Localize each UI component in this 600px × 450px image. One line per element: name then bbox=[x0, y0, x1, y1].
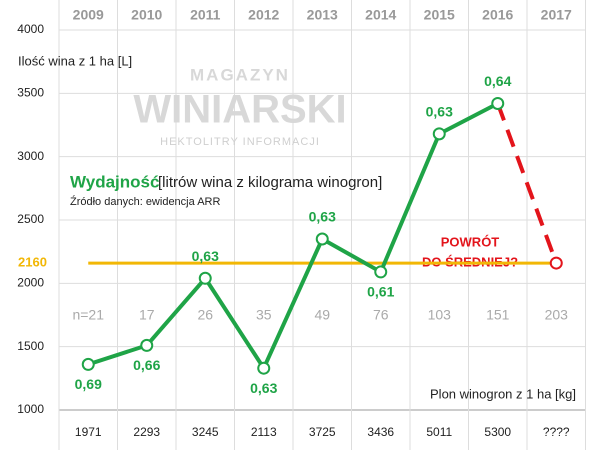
y-tick-label: 1500 bbox=[17, 339, 44, 353]
watermark: HEKTOLITRY INFORMACJI bbox=[160, 136, 320, 148]
data-point bbox=[432, 127, 446, 141]
data-point bbox=[491, 96, 505, 110]
y-tick-label: 2500 bbox=[17, 212, 44, 226]
annotation: POWRÓT bbox=[441, 234, 500, 249]
data-label: 0,61 bbox=[367, 284, 394, 300]
source: Źródło danych: ewidencja ARR bbox=[70, 195, 220, 208]
data-label: 0,63 bbox=[250, 380, 277, 396]
data-point bbox=[81, 357, 95, 371]
reference-label: 2160 bbox=[18, 255, 47, 270]
sample-size: 151 bbox=[486, 307, 510, 323]
sample-size: 49 bbox=[314, 307, 330, 323]
data-label: 0,66 bbox=[133, 357, 160, 373]
sample-size: 103 bbox=[428, 307, 452, 323]
x-tick-label: 2011 bbox=[190, 7, 221, 23]
data-point bbox=[257, 361, 271, 375]
watermark: MAGAZYN bbox=[190, 65, 290, 84]
watermark: WINIARSKI bbox=[133, 88, 346, 132]
subtitle: Wydajność bbox=[70, 172, 159, 191]
data-label: 0,63 bbox=[192, 248, 219, 264]
sample-size: 76 bbox=[373, 307, 389, 323]
x-axis-label: Plon winogron z 1 ha [kg] bbox=[430, 386, 576, 401]
data-point bbox=[315, 232, 329, 246]
y-tick-label: 2000 bbox=[17, 276, 44, 290]
data-label: 0,69 bbox=[75, 376, 102, 392]
data-label: 0,63 bbox=[426, 104, 453, 120]
harvest-label: 3245 bbox=[192, 425, 219, 439]
y-tick-label: 3000 bbox=[17, 149, 44, 163]
y-axis-label: Ilość wina z 1 ha [L] bbox=[18, 53, 132, 68]
harvest-label: 5300 bbox=[484, 425, 511, 439]
harvest-label: 2113 bbox=[251, 425, 277, 439]
x-tick-label: 2009 bbox=[73, 7, 104, 23]
series-line bbox=[495, 102, 559, 264]
harvest-label: 3725 bbox=[309, 425, 336, 439]
x-tick-label: 2010 bbox=[131, 7, 162, 23]
harvest-label: 1971 bbox=[75, 425, 102, 439]
x-tick-label: 2013 bbox=[307, 7, 338, 23]
data-point bbox=[140, 338, 154, 352]
data-label: 0,64 bbox=[484, 73, 511, 89]
subtitle: [litrów wina z kilograma winogron] bbox=[158, 174, 382, 191]
x-tick-label: 2014 bbox=[365, 7, 396, 23]
harvest-label: ???? bbox=[543, 425, 570, 439]
sample-size: 17 bbox=[139, 307, 155, 323]
harvest-label: 5011 bbox=[426, 425, 452, 439]
sample-size: 35 bbox=[256, 307, 272, 323]
x-tick-label: 2016 bbox=[482, 7, 513, 23]
x-tick-label: 2015 bbox=[424, 7, 455, 23]
sample-size: n=21 bbox=[72, 307, 104, 323]
data-point bbox=[198, 271, 212, 285]
data-point bbox=[374, 265, 388, 279]
harvest-label: 3436 bbox=[367, 425, 394, 439]
harvest-label: 2293 bbox=[133, 425, 160, 439]
sample-size: 26 bbox=[197, 307, 213, 323]
series-line bbox=[87, 101, 499, 371]
sample-size: 203 bbox=[545, 307, 569, 323]
y-tick-label: 1000 bbox=[17, 402, 44, 416]
x-tick-label: 2017 bbox=[541, 7, 572, 23]
x-tick-label: 2012 bbox=[248, 7, 279, 23]
data-point bbox=[549, 256, 563, 270]
y-tick-label: 3500 bbox=[17, 86, 44, 100]
y-tick-label: 4000 bbox=[17, 22, 44, 36]
data-label: 0,63 bbox=[309, 209, 336, 225]
